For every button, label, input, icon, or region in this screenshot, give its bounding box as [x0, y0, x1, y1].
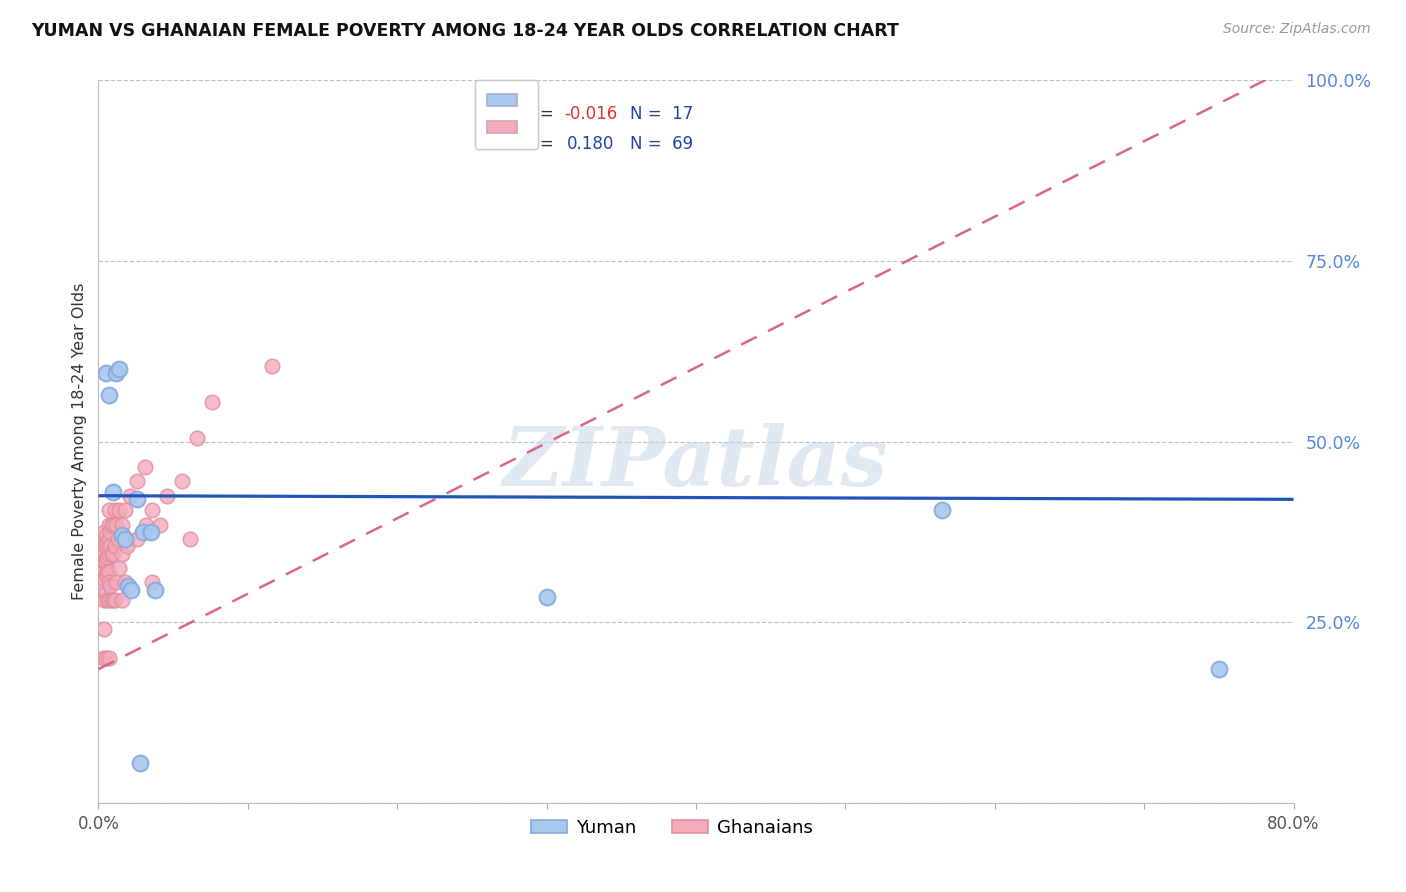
Point [143, 582, 166, 597]
Point [141, 575, 163, 590]
Point [97, 532, 120, 546]
Point [108, 503, 131, 517]
Point [90, 550, 112, 565]
Point [93, 547, 115, 561]
Point [93, 593, 115, 607]
Point [103, 517, 125, 532]
Point [103, 547, 125, 561]
Text: R =: R = [523, 136, 558, 153]
Point [94, 539, 117, 553]
Point [186, 431, 208, 445]
Point [127, 492, 149, 507]
Point [93, 623, 115, 637]
Point [104, 539, 127, 553]
Point [114, 575, 136, 590]
Point [98, 539, 122, 553]
Point [91, 575, 114, 590]
Point [931, 503, 953, 517]
Point [536, 590, 558, 604]
Text: -0.016: -0.016 [565, 105, 617, 123]
Point [141, 503, 163, 517]
Point [105, 517, 128, 532]
Point [94, 554, 117, 568]
Point [91, 565, 114, 579]
Point [97, 593, 120, 607]
Text: N =  17: N = 17 [630, 105, 693, 123]
Point [96, 593, 118, 607]
Y-axis label: Female Poverty Among 18-24 Year Olds: Female Poverty Among 18-24 Year Olds [72, 283, 87, 600]
Point [97, 565, 120, 579]
Point [132, 524, 155, 539]
Point [260, 359, 283, 373]
Point [107, 532, 129, 546]
Point [103, 485, 125, 500]
Text: R =: R = [523, 105, 558, 123]
Point [108, 362, 131, 376]
Point [179, 532, 201, 546]
Point [149, 517, 172, 532]
Point [97, 651, 120, 665]
Point [97, 547, 120, 561]
Point [96, 565, 118, 579]
Text: N =  69: N = 69 [630, 136, 693, 153]
Point [117, 579, 139, 593]
Point [96, 535, 118, 549]
Point [94, 528, 117, 542]
Point [129, 756, 152, 770]
Point [94, 586, 117, 600]
Point [111, 528, 134, 542]
Point [105, 366, 128, 380]
Point [93, 554, 115, 568]
Point [98, 579, 122, 593]
Point [118, 489, 141, 503]
Point [97, 575, 120, 590]
Text: Source: ZipAtlas.com: Source: ZipAtlas.com [1223, 22, 1371, 37]
Point [111, 593, 134, 607]
Point [127, 475, 149, 489]
Point [104, 503, 127, 517]
Point [94, 568, 117, 582]
Point [1208, 662, 1230, 676]
Point [156, 489, 179, 503]
Point [90, 535, 112, 549]
Point [108, 561, 131, 575]
Point [104, 593, 127, 607]
Point [111, 517, 134, 532]
Point [91, 547, 114, 561]
Point [114, 503, 136, 517]
Point [139, 524, 162, 539]
Point [172, 475, 194, 489]
Point [103, 593, 125, 607]
Point [97, 503, 120, 517]
Point [101, 547, 124, 561]
Point [101, 517, 124, 532]
Point [91, 651, 114, 665]
Point [93, 539, 115, 553]
Point [115, 539, 138, 553]
Point [135, 517, 157, 532]
Point [94, 651, 117, 665]
Point [91, 554, 114, 568]
Point [97, 517, 120, 532]
Point [97, 387, 120, 401]
Point [94, 366, 117, 380]
Point [120, 582, 142, 597]
Point [114, 532, 136, 546]
Point [111, 547, 134, 561]
Text: ZIPatlas: ZIPatlas [503, 423, 889, 503]
Legend: Yuman, Ghanaians: Yuman, Ghanaians [523, 812, 821, 845]
Point [93, 572, 115, 586]
Point [93, 524, 115, 539]
Point [101, 593, 124, 607]
Text: 0.180: 0.180 [567, 136, 614, 153]
Point [96, 550, 118, 565]
Point [134, 459, 156, 474]
Text: YUMAN VS GHANAIAN FEMALE POVERTY AMONG 18-24 YEAR OLDS CORRELATION CHART: YUMAN VS GHANAIAN FEMALE POVERTY AMONG 1… [31, 22, 898, 40]
Point [127, 532, 149, 546]
Point [105, 575, 128, 590]
Point [201, 394, 224, 409]
Point [98, 524, 122, 539]
